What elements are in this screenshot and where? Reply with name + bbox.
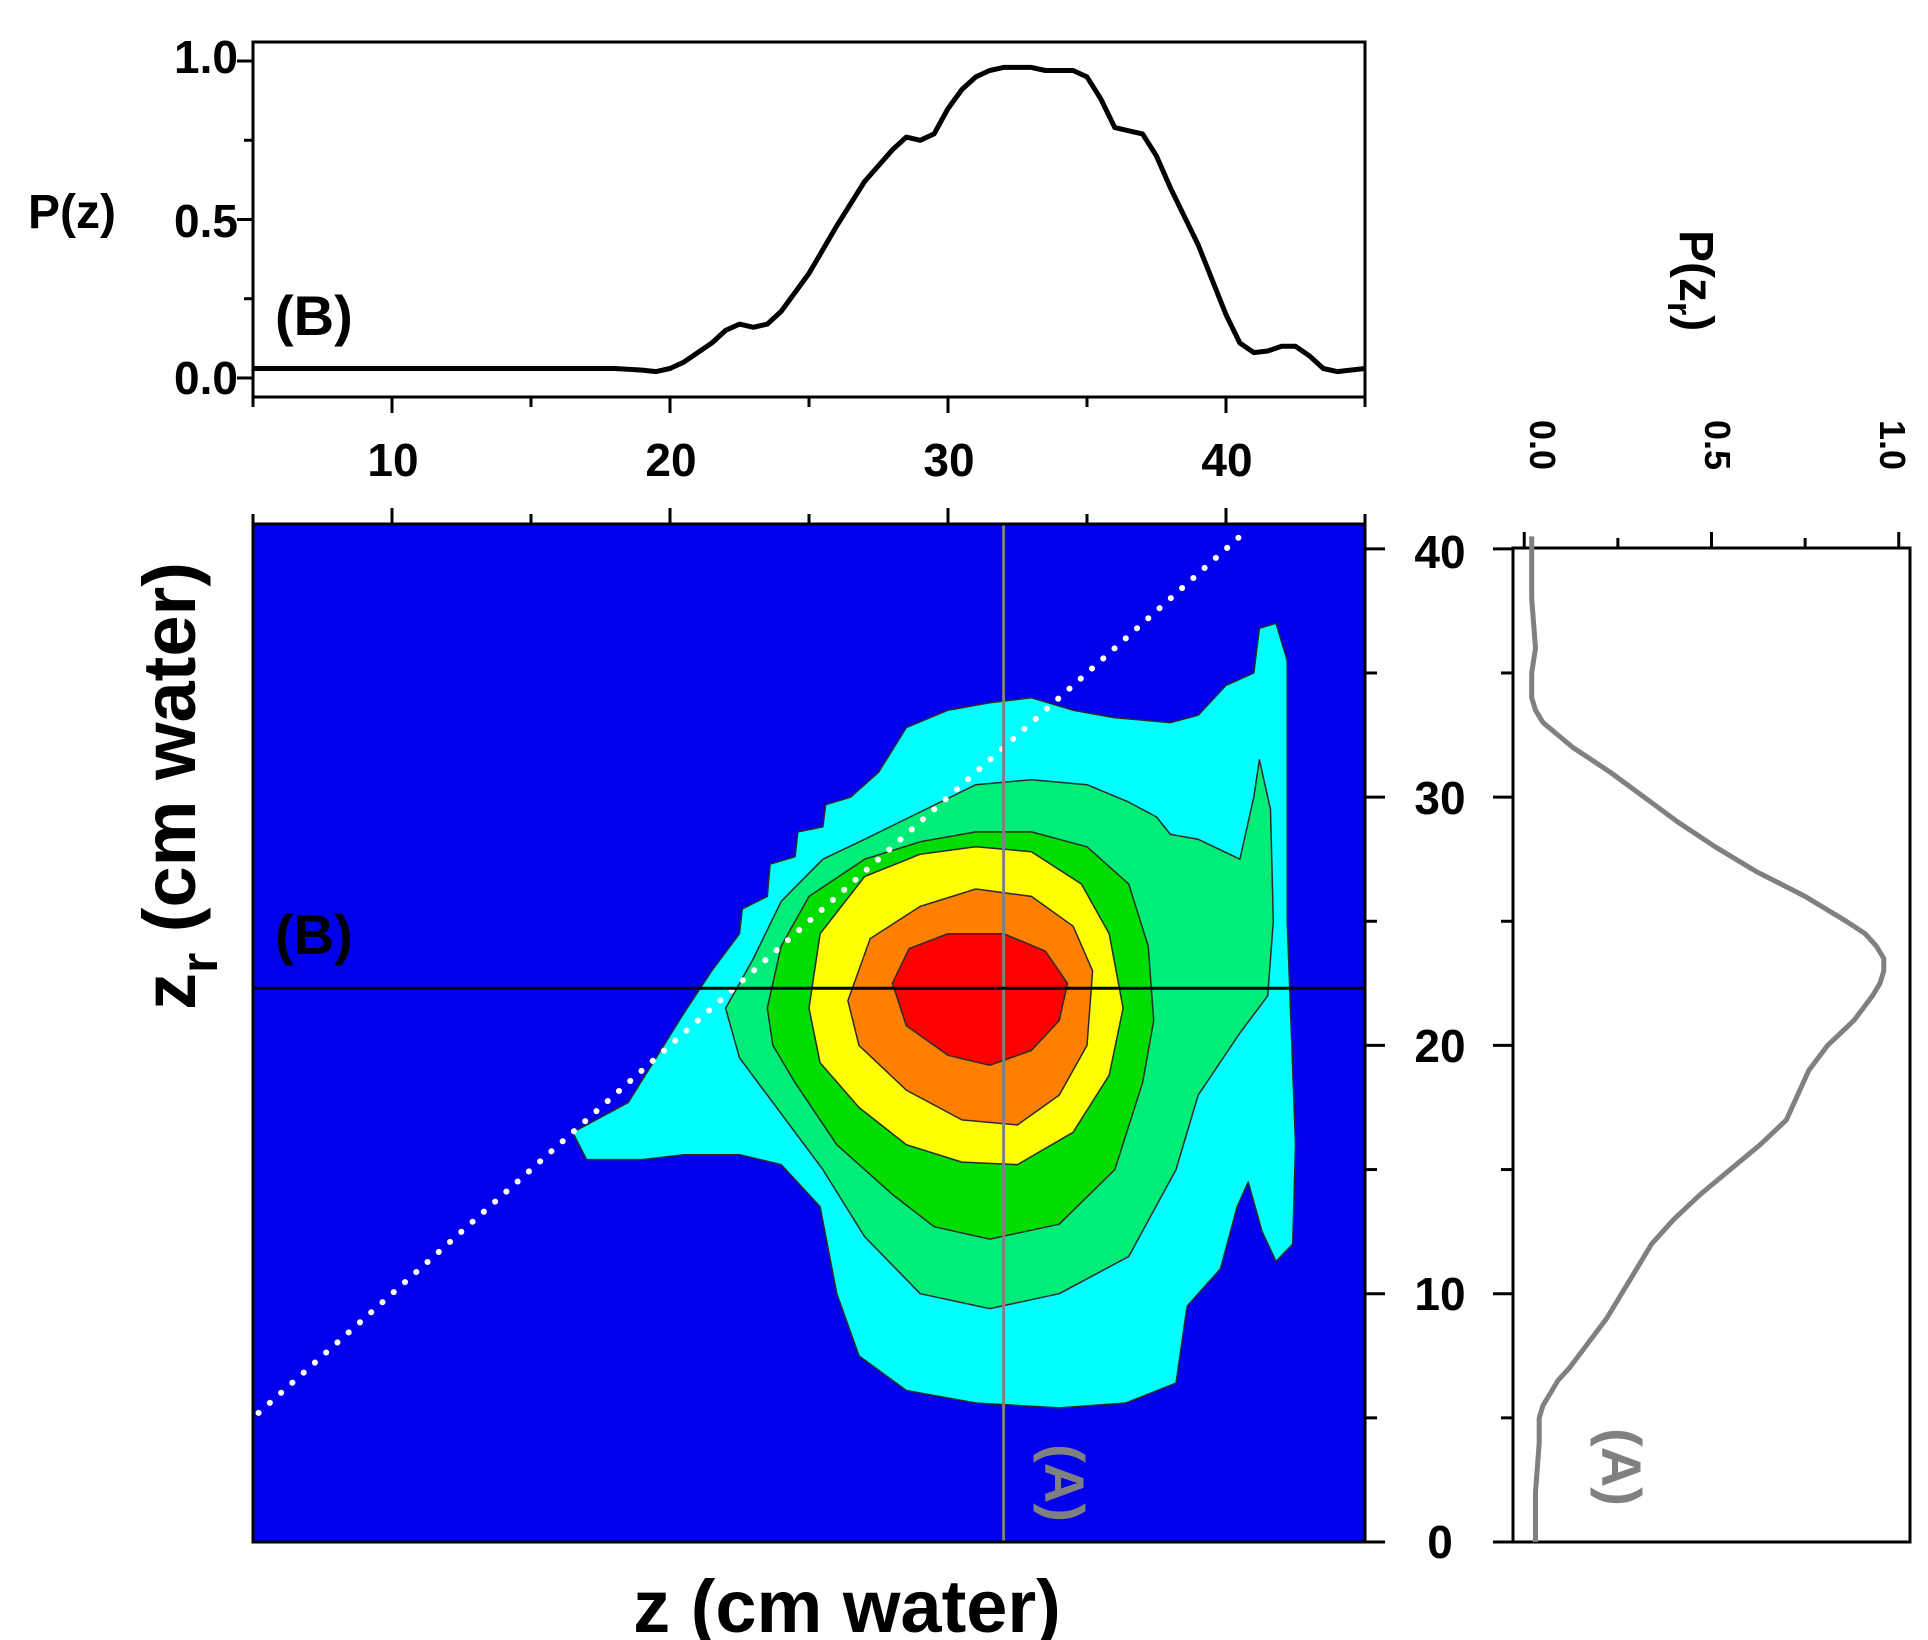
- right-x-axis-title-close: ): [1669, 315, 1722, 331]
- right-marginal-curve: [1529, 536, 1887, 1542]
- top-x-tick-label-30: 30: [923, 434, 974, 486]
- contour-level-6: [891, 932, 1069, 1067]
- right-x-axis-title: P(zr): [1660, 230, 1722, 331]
- main-y-axis-title: zr (cm water): [128, 562, 229, 1010]
- main-y-axis-title-units: (cm water): [128, 562, 211, 953]
- top-x-ticks: [251, 397, 1367, 413]
- main-y-axis-title-subscript: r: [171, 953, 229, 973]
- right-x-tick-label-05: 0.5: [1697, 420, 1738, 470]
- right-panel-frame: [1511, 546, 1912, 1544]
- right-y-ticks: [1493, 547, 1513, 1544]
- right-x-tick-label-0: 0.0: [1522, 420, 1563, 470]
- top-x-tick-label-20: 20: [645, 434, 696, 486]
- right-panel: 0.0 0.5 1.0 P(zr) (A): [1493, 230, 1913, 1544]
- contour-levels: [571, 622, 1297, 1409]
- main-y-tick-label-0: 0: [1427, 1516, 1453, 1568]
- top-panel-frame: [251, 40, 1367, 399]
- right-x-tick-label-1: 1.0: [1872, 420, 1913, 470]
- top-panel-label-b: (B): [275, 284, 353, 347]
- right-panel-label-a: (A): [1590, 1428, 1653, 1506]
- right-x-ticks: [1522, 532, 1901, 548]
- cut-line-a-label: (A): [1033, 1444, 1096, 1522]
- main-y-tick-label-20: 20: [1414, 1020, 1465, 1072]
- main-y-tick-label-40: 40: [1414, 526, 1465, 578]
- cut-line-b-label: (B): [275, 903, 353, 966]
- top-panel: 1.0 0.5 0.0 10 20 30 40 P(z) (B): [28, 31, 1367, 486]
- top-marginal-curve: [253, 64, 1366, 375]
- right-x-axis-title-text: P(zr): [1660, 230, 1722, 331]
- top-x-tick-label-10: 10: [367, 434, 418, 486]
- main-y-tick-label-10: 10: [1414, 1268, 1465, 1320]
- top-y-tick-label-3: 0.0: [174, 352, 238, 404]
- top-y-ticks: [237, 59, 253, 380]
- top-y-tick-label-2: 0.5: [174, 195, 238, 247]
- top-y-axis-title: P(z): [28, 186, 116, 239]
- main-right-y-ticks: [1365, 547, 1385, 1544]
- right-x-axis-title-subscript: r: [1660, 302, 1698, 315]
- main-x-axis-title: z (cm water): [633, 1565, 1061, 1640]
- top-y-tick-label-1: 1.0: [174, 31, 238, 83]
- main-y-tick-label-30: 30: [1414, 772, 1465, 824]
- main-y-axis-title-text: zr (cm water): [128, 562, 229, 1010]
- contour-panel: (A) (B) 0 10 20 30 40 z (cm water) zr (c…: [128, 508, 1466, 1640]
- diagonal-dotted-line: [255, 528, 1249, 1416]
- main-top-x-ticks: [251, 508, 1367, 524]
- top-x-tick-label-40: 40: [1201, 434, 1252, 486]
